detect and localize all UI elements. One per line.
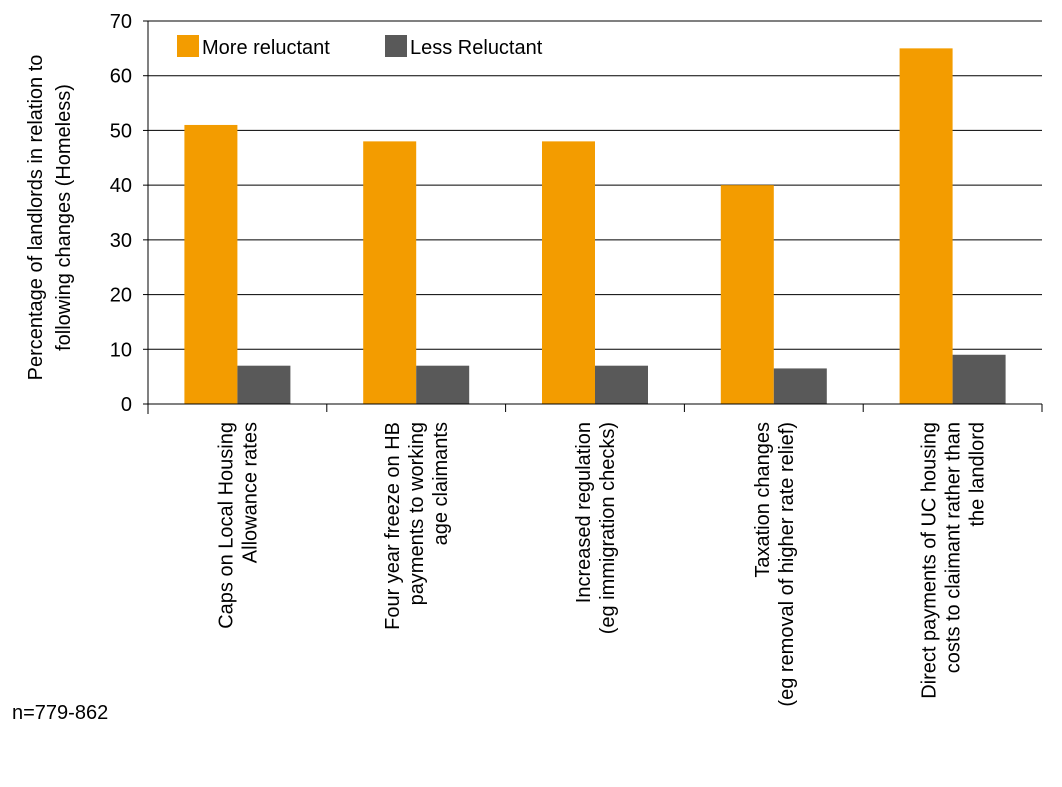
bars xyxy=(184,48,1005,404)
x-category-label: costs to claimant rather than xyxy=(943,422,965,673)
legend-label: More reluctant xyxy=(202,37,330,59)
y-tick-label: 30 xyxy=(110,230,132,252)
x-category-labels: Caps on Local Housing Allowance rates Four… xyxy=(215,422,988,707)
x-category-label: (eg removal of higher rate relief) xyxy=(776,422,798,707)
x-category-label: (eg immigration checks) xyxy=(597,422,619,634)
y-tick-label: 70 xyxy=(110,11,132,33)
bar-more-reluctant xyxy=(542,141,595,404)
y-axis-label: Percentage of landlords in relation to fo… xyxy=(25,55,75,381)
sample-size-note: n=779-862 xyxy=(12,702,108,725)
y-tick-labels: 0 10 20 30 40 50 60 70 xyxy=(110,11,132,416)
x-category-label: Taxation changes xyxy=(752,422,774,578)
x-category-label: Caps on Local Housing xyxy=(215,422,237,629)
y-tick-label: 60 xyxy=(110,66,132,88)
y-tick-label: 20 xyxy=(110,285,132,307)
bar-more-reluctant xyxy=(721,185,774,404)
x-category-label: the landlord xyxy=(967,422,989,527)
x-category-label: Allowance rates xyxy=(239,422,261,563)
y-tick-label: 0 xyxy=(121,394,132,416)
y-tick-label: 50 xyxy=(110,120,132,142)
y-tick-label: 40 xyxy=(110,175,132,197)
legend: More reluctant Less Reluctant xyxy=(177,35,543,59)
bar-less-reluctant xyxy=(953,355,1006,404)
bar-less-reluctant xyxy=(416,366,469,404)
bar-less-reluctant xyxy=(774,368,827,404)
x-category-label: Direct payments of UC housing xyxy=(919,422,941,699)
x-category-label: Increased regulation xyxy=(573,422,595,603)
x-category-label: payments to working xyxy=(406,422,428,605)
bar-more-reluctant xyxy=(363,141,416,404)
x-category-label: age claimants xyxy=(430,422,452,545)
bar-more-reluctant xyxy=(900,48,953,404)
legend-swatch xyxy=(177,35,199,57)
y-axis-title-line: following changes (Homeless) xyxy=(53,84,75,351)
bar-more-reluctant xyxy=(184,125,237,404)
y-axis-title-line: Percentage of landlords in relation to xyxy=(25,55,47,381)
legend-label: Less Reluctant xyxy=(410,37,543,59)
bar-less-reluctant xyxy=(237,366,290,404)
legend-swatch xyxy=(385,35,407,57)
x-category-label: Four year freeze on HB xyxy=(382,422,404,630)
y-tick-label: 10 xyxy=(110,339,132,361)
bar-less-reluctant xyxy=(595,366,648,404)
